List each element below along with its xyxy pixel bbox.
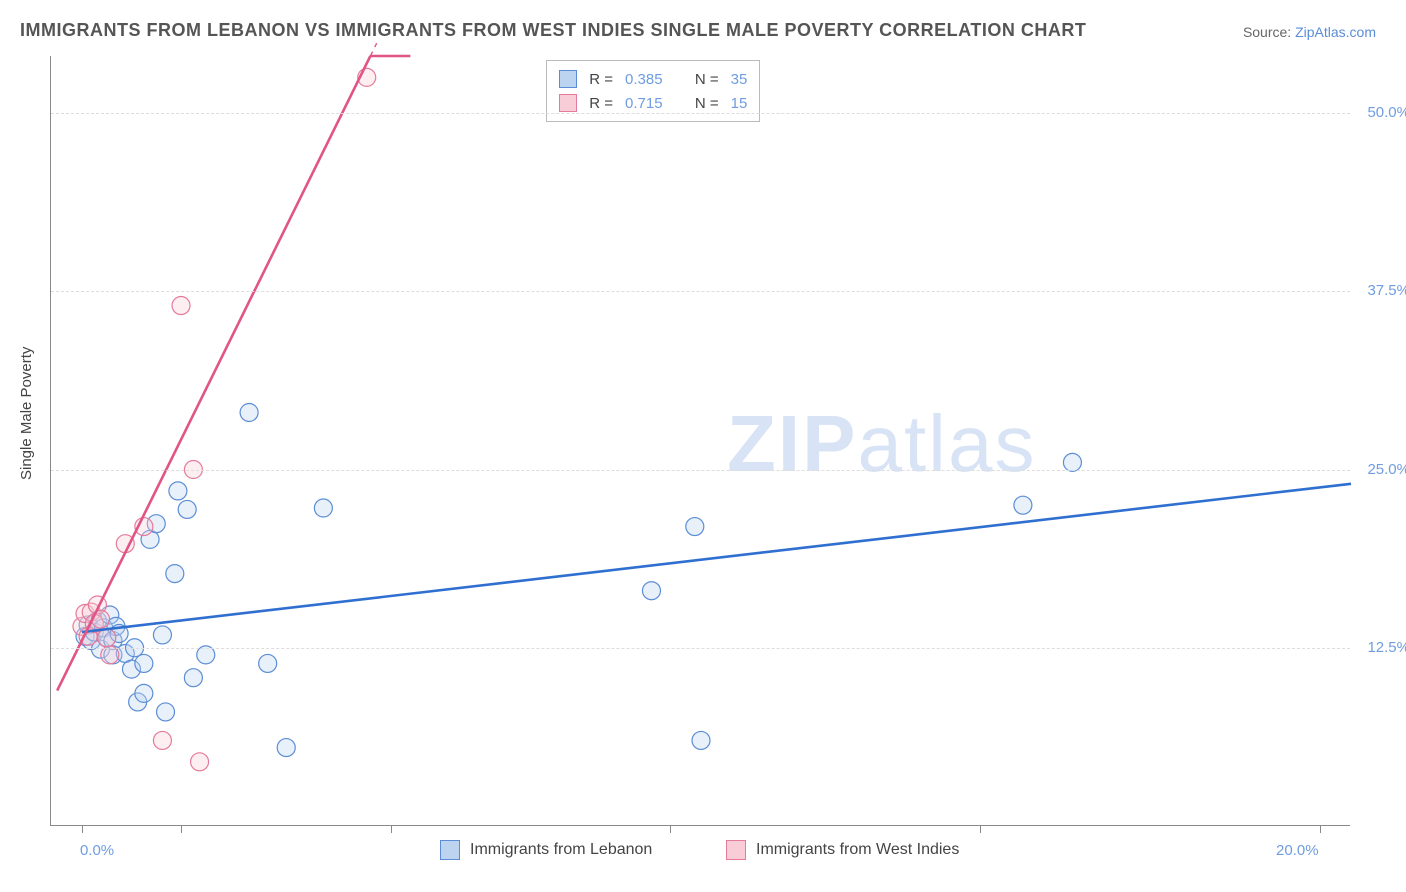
legend-label: Immigrants from Lebanon (470, 841, 652, 859)
legend-swatch (559, 70, 577, 88)
chart-title: IMMIGRANTS FROM LEBANON VS IMMIGRANTS FR… (20, 20, 1086, 41)
x-tick (980, 825, 981, 833)
plot-area: ZIPatlas R =0.385 N =35R =0.715 N =15 12… (50, 56, 1350, 826)
gridline-h (51, 113, 1350, 114)
legend-swatch (440, 840, 460, 860)
y-tick-label: 50.0% (1356, 104, 1406, 121)
gridline-h (51, 648, 1350, 649)
legend-item-lebanon: Immigrants from Lebanon (440, 840, 652, 860)
x-tick (670, 825, 671, 833)
y-tick-label: 12.5% (1356, 639, 1406, 656)
y-tick-label: 37.5% (1356, 282, 1406, 299)
legend-item-west-indies: Immigrants from West Indies (726, 840, 959, 860)
gridline-h (51, 470, 1350, 471)
legend-row: R =0.385 N =35 (559, 67, 747, 91)
x-tick (391, 825, 392, 833)
legend-label: Immigrants from West Indies (756, 841, 959, 859)
y-axis-label: Single Male Poverty (18, 347, 35, 480)
source-link[interactable]: ZipAtlas.com (1295, 24, 1376, 40)
legend-swatch (559, 94, 577, 112)
x-tick (1320, 825, 1321, 833)
x-tick-label-left: 0.0% (80, 842, 114, 859)
gridline-h (51, 291, 1350, 292)
x-tick-label-right: 20.0% (1276, 842, 1319, 859)
source-attribution: Source: ZipAtlas.com (1243, 24, 1376, 40)
x-tick (82, 825, 83, 833)
legend-row: R =0.715 N =15 (559, 91, 747, 115)
y-tick-label: 25.0% (1356, 461, 1406, 478)
legend-swatch (726, 840, 746, 860)
chart-svg (51, 56, 1351, 826)
source-label: Source: (1243, 24, 1295, 40)
x-tick (181, 825, 182, 833)
